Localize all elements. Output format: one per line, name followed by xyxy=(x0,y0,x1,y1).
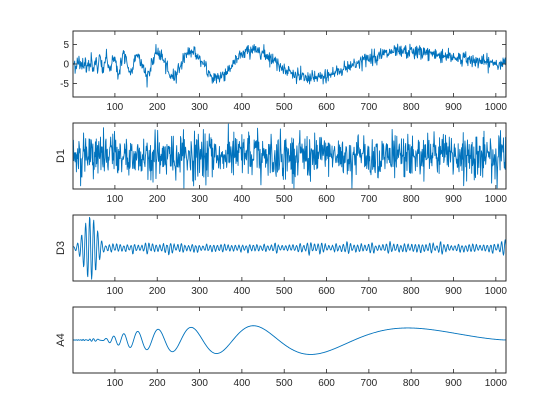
x-tick-label: 100 xyxy=(107,102,124,113)
plot-area xyxy=(72,30,507,98)
x-tick-label: 100 xyxy=(107,286,124,297)
x-tick-label: 700 xyxy=(361,286,378,297)
plot-area xyxy=(72,306,507,374)
signal-line xyxy=(73,43,506,88)
x-tick-label: 900 xyxy=(445,378,462,389)
x-tick-label: 1000 xyxy=(485,194,508,205)
x-tick-label: 400 xyxy=(234,378,251,389)
x-tick-label: 900 xyxy=(445,102,462,113)
signal-line xyxy=(73,216,506,280)
x-tick-label: 800 xyxy=(403,378,420,389)
x-tick-label: 600 xyxy=(318,102,335,113)
x-tick-label: 300 xyxy=(191,378,208,389)
x-tick-label: 800 xyxy=(403,286,420,297)
x-tick-label: 700 xyxy=(361,102,378,113)
y-tick-label: -5 xyxy=(60,79,69,90)
subplot-3: 100 200 300 400 500 600 700 800 900 1000 D3 xyxy=(55,214,508,297)
x-tick-label: 300 xyxy=(191,194,208,205)
x-tick-label: 400 xyxy=(234,194,251,205)
x-tick-label: 500 xyxy=(276,194,293,205)
y-axis-label: D1 xyxy=(55,149,67,163)
x-tick-label: 900 xyxy=(445,194,462,205)
x-tick-label: 600 xyxy=(318,378,335,389)
y-axis-label: D3 xyxy=(55,241,67,255)
x-tick-label: 400 xyxy=(234,102,251,113)
x-tick-label: 300 xyxy=(191,286,208,297)
x-tick-label: 400 xyxy=(234,286,251,297)
x-tick-label: 900 xyxy=(445,286,462,297)
subplot-4: 100 200 300 400 500 600 700 800 900 1000 A4 xyxy=(55,306,508,389)
x-tick-label: 700 xyxy=(361,194,378,205)
x-tick-label: 100 xyxy=(107,378,124,389)
x-tick-label: 500 xyxy=(276,102,293,113)
signal-line xyxy=(73,325,506,355)
signal-line xyxy=(73,123,506,189)
x-tick-label: 500 xyxy=(276,378,293,389)
x-tick-label: 500 xyxy=(276,286,293,297)
x-tick-label: 1000 xyxy=(485,286,508,297)
x-tick-label: 200 xyxy=(149,378,166,389)
x-tick-label: 100 xyxy=(107,194,124,205)
x-tick-label: 600 xyxy=(318,194,335,205)
x-tick-label: 200 xyxy=(149,286,166,297)
y-tick-label: 0 xyxy=(63,60,69,71)
x-tick-label: 600 xyxy=(318,286,335,297)
x-tick-label: 800 xyxy=(403,194,420,205)
subplot-1: 100 200 300 400 500 600 700 800 900 1000 -5 0 5 xyxy=(60,30,508,113)
x-tick-label: 700 xyxy=(361,378,378,389)
x-tick-label: 800 xyxy=(403,102,420,113)
x-tick-label: 1000 xyxy=(485,102,508,113)
y-tick-label: 5 xyxy=(63,40,69,51)
subplot-2: 100 200 300 400 500 600 700 800 900 1000 D1 xyxy=(55,122,508,205)
x-tick-label: 300 xyxy=(191,102,208,113)
x-tick-label: 1000 xyxy=(485,378,508,389)
y-axis-label: A4 xyxy=(55,333,67,346)
x-tick-label: 200 xyxy=(149,194,166,205)
x-tick-label: 200 xyxy=(149,102,166,113)
